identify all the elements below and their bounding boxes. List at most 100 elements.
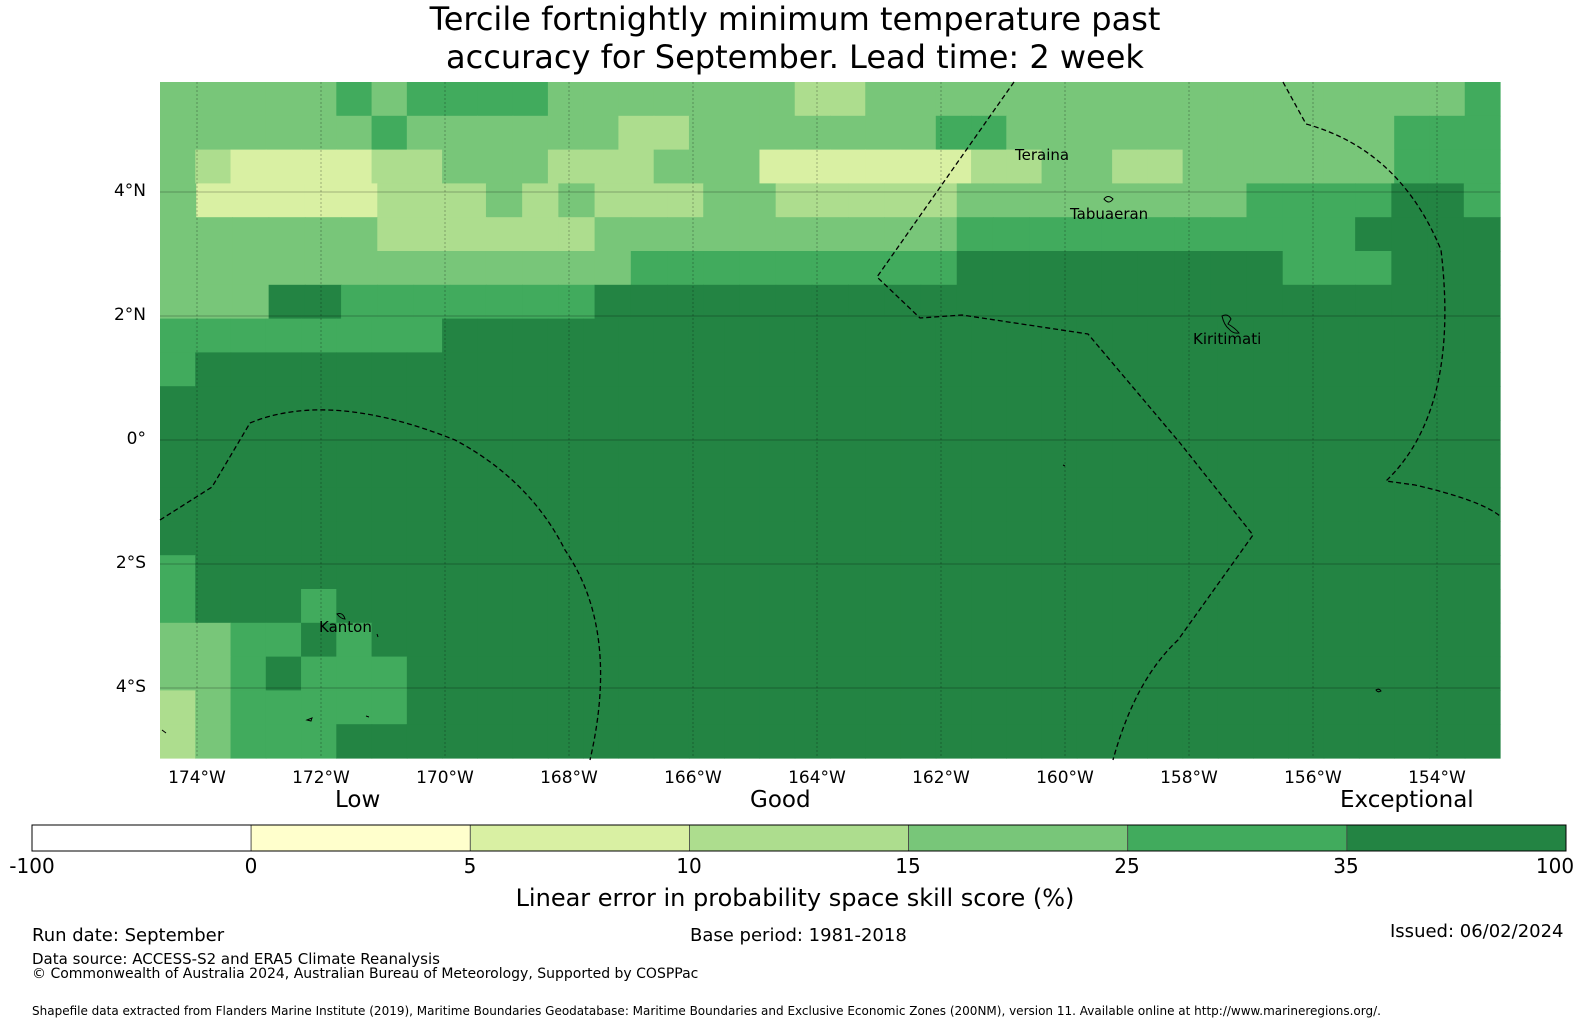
grid-cell [971,352,1007,387]
run-date: Run date: September [32,925,225,946]
grid-cell [618,521,655,556]
grid-cell [1429,622,1466,658]
grid-cell [1282,183,1320,218]
grid-cell [920,217,958,252]
grid-cell [485,251,523,286]
grid-cell [1464,420,1501,455]
grid-cell [794,386,831,421]
grid-cell [477,487,514,522]
grid-cell [265,521,302,556]
grid-cell [1147,149,1184,184]
grid-cell [1464,82,1501,117]
grid-cell [688,386,725,421]
grid-cell [1217,352,1254,387]
grid-cell [371,656,408,691]
grid-cell [618,453,655,489]
grid-cell [759,352,796,387]
grid-cell [485,183,523,218]
grid-cell [688,724,725,759]
grid-cell [865,555,902,590]
grid-cell [406,386,443,421]
grid-cell [477,690,514,725]
grid-cell [1147,82,1184,117]
grid-cell [1137,183,1175,218]
grid-cell [301,352,337,387]
grid-cell [1464,115,1501,151]
grid-cell [865,318,902,353]
grid-cell [195,420,232,455]
grid-cell [1041,724,1078,759]
grid-cell [371,352,408,387]
grid-cell [1041,386,1078,421]
grid-cell [1464,589,1501,624]
grid-cell [477,622,514,658]
grid-cell [341,217,378,252]
grid-cell [449,251,487,286]
island-kiritimati [1221,314,1240,334]
colorbar-segment [31,824,252,852]
grid-cell [630,284,668,320]
grid-cell [1174,251,1211,286]
grid-cell [477,420,514,455]
grid-cell [811,284,849,320]
grid-cell [1101,284,1139,320]
grid-cell [971,318,1007,353]
grid-cell [547,82,584,117]
grid-cell [739,217,777,252]
grid-cell [1076,318,1113,353]
grid-cell [1246,251,1284,286]
grid-cell [653,555,690,590]
grid-cell [371,724,408,759]
grid-cell [1288,453,1325,489]
grid-cell [971,386,1007,421]
grid-cell [1065,284,1103,320]
grid-cell [232,251,270,286]
grid-cell [900,318,937,353]
grid-cell [935,521,972,556]
grid-cell [1253,420,1290,455]
grid-cell [724,487,761,522]
colorbar-tick--100: -100 [9,854,55,878]
grid-cell [794,589,831,624]
grid-cell [160,622,196,658]
grid-cell [1112,690,1148,725]
grid-cell [865,521,902,556]
grid-cell [304,251,342,286]
grid-cell [1041,487,1078,522]
grid-cell [1112,656,1148,691]
grid-cell [935,318,972,353]
grid-cell [195,622,232,658]
grid-cell [865,589,902,624]
grid-cell [336,487,373,522]
grid-cell [442,149,478,184]
grid-cell [1355,251,1392,286]
grid-cell [1288,622,1325,658]
grid-cell [547,656,584,691]
grid-cell [1076,521,1113,556]
grid-cell [232,183,270,218]
grid-cell [653,82,690,117]
data-source: Data source: ACCESS-S2 and ERA5 Climate … [32,950,440,968]
grid-cell [1147,115,1184,151]
grid-cell [301,521,337,556]
grid-cell [618,352,655,387]
grid-cell [1147,589,1184,624]
grid-cell [900,555,937,590]
grid-cell [268,284,306,320]
grid-cell [1217,622,1254,658]
grid-cell [1288,555,1325,590]
grid-cell [971,589,1007,624]
grid-cell [371,487,408,522]
grid-cell [667,284,704,320]
grid-cell [1006,622,1043,658]
grid-cell [1358,82,1395,117]
grid-cell [1358,521,1395,556]
grid-cell [512,82,549,117]
grid-cell [794,352,831,387]
grid-cell [583,487,620,522]
grid-cell [522,284,559,320]
grid-cell [1210,284,1248,320]
grid-cell [1464,656,1501,691]
grid-cell [442,521,478,556]
grid-cell [724,115,761,151]
